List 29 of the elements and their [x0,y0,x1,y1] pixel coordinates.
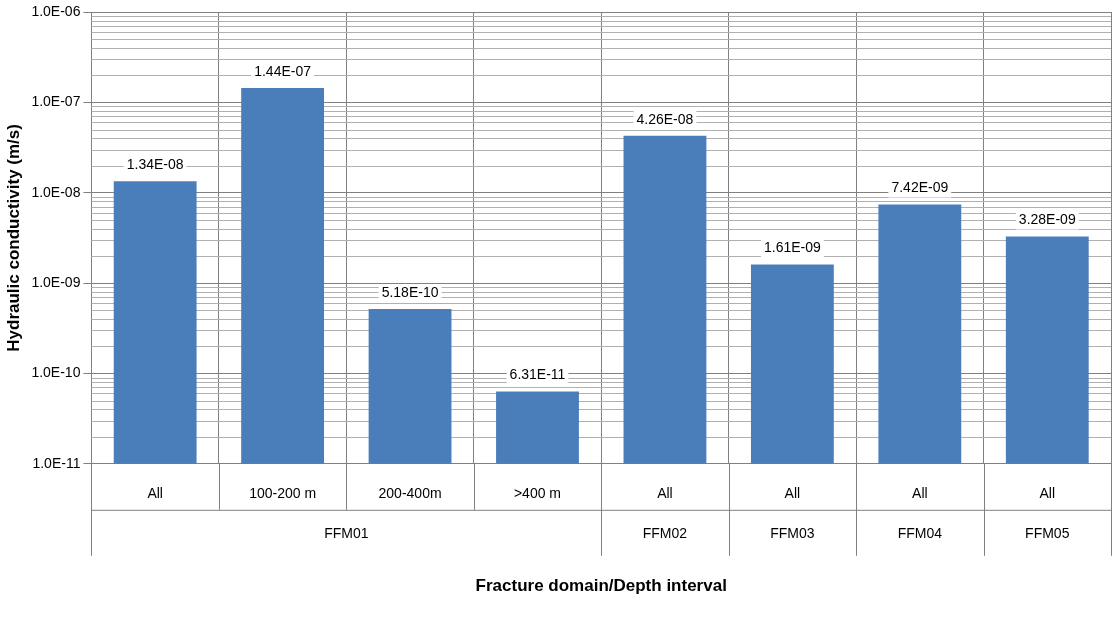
x-tick-label: All [912,485,928,502]
y-tick-label: 1.0E-10 [31,364,81,381]
x-tick-label: 100-200 m [249,485,317,502]
y-tick-label: 1.0E-08 [31,183,81,200]
data-label: 1.61E-09 [763,239,822,256]
x-tick-label: All [784,485,801,502]
x-tick-label: 200-400m [378,485,442,502]
data-label: 5.18E-10 [381,283,439,300]
data-label: 4.26E-08 [636,110,694,127]
data-label: 6.31E-11 [509,366,566,383]
data-label: 7.42E-09 [891,179,949,196]
y-tick-label: 1.0E-09 [31,273,81,290]
x-tick-label: All [657,485,673,502]
y-axis-title: Hydraulic conductivity (m/s) [3,124,23,352]
text: FFM02 [642,524,688,541]
x-axis-title: Fracture domain/Depth interval [475,576,727,596]
data-label: 1.34E-08 [126,156,184,173]
x-tick-label: >400 m [513,485,562,502]
y-tick-label: 1.0E-07 [31,93,81,110]
data-label: 1.44E-07 [254,62,312,79]
text: FFM04 [897,524,943,541]
x-tick-label: All [1039,485,1056,502]
text: FFM03 [770,524,815,541]
text: FFM05 [1025,524,1070,541]
text: FFM01 [324,524,369,541]
y-tick-label: 1.0E-06 [31,2,81,19]
x-tick-label: All [147,485,163,502]
data-label: 3.28E-09 [1018,211,1076,228]
y-tick-label: 1.0E-11 [32,454,81,471]
